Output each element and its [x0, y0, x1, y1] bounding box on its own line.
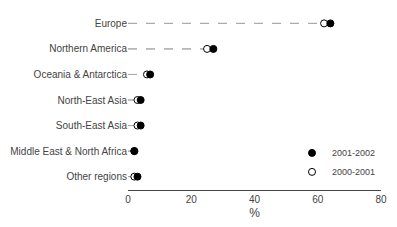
svg-text:North-East Asia: North-East Asia	[58, 95, 128, 106]
svg-text:Middle East & North Africa: Middle East & North Africa	[10, 146, 127, 157]
svg-text:20: 20	[186, 194, 198, 205]
svg-text:2001-2002: 2001-2002	[332, 148, 375, 158]
svg-text:40: 40	[249, 194, 261, 205]
svg-text:Northern America: Northern America	[49, 43, 127, 54]
svg-text:60: 60	[312, 194, 324, 205]
svg-text:Europe: Europe	[95, 18, 128, 29]
svg-text:2000-2001: 2000-2001	[332, 167, 375, 177]
svg-text:Oceania & Antarctica: Oceania & Antarctica	[34, 69, 128, 80]
svg-text:80: 80	[375, 194, 387, 205]
svg-text:Other regions: Other regions	[66, 171, 127, 182]
svg-text:%: %	[249, 206, 260, 220]
svg-text:0: 0	[125, 194, 131, 205]
svg-text:South-East Asia: South-East Asia	[56, 120, 128, 131]
